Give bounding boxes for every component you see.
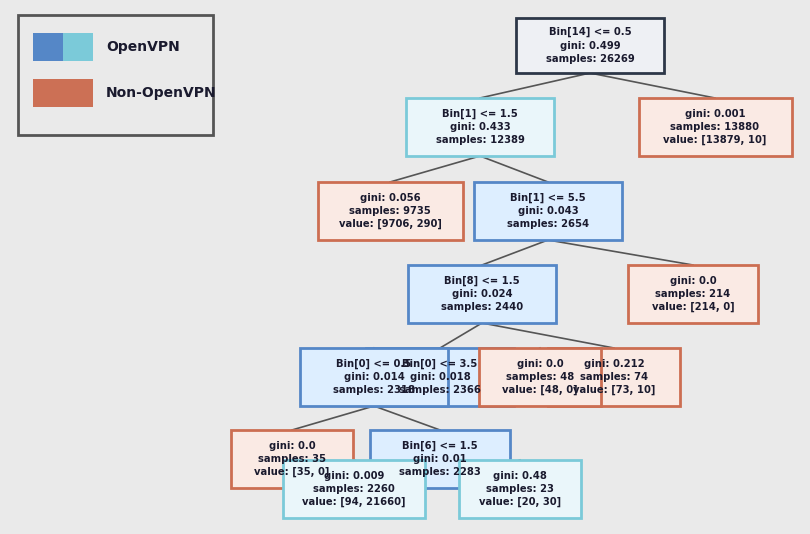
Text: gini: 0.0
samples: 214
value: [214, 0]: gini: 0.0 samples: 214 value: [214, 0] <box>652 276 735 312</box>
Text: Bin[6] <= 1.5
gini: 0.01
samples: 2283: Bin[6] <= 1.5 gini: 0.01 samples: 2283 <box>399 441 481 477</box>
FancyBboxPatch shape <box>479 348 601 406</box>
FancyBboxPatch shape <box>408 265 556 323</box>
FancyBboxPatch shape <box>300 348 448 406</box>
FancyBboxPatch shape <box>406 98 554 156</box>
FancyBboxPatch shape <box>318 182 463 240</box>
Text: gini: 0.212
samples: 74
value: [73, 10]: gini: 0.212 samples: 74 value: [73, 10] <box>573 359 655 395</box>
Text: gini: 0.009
samples: 2260
value: [94, 21660]: gini: 0.009 samples: 2260 value: [94, 21… <box>302 470 406 507</box>
FancyBboxPatch shape <box>516 18 664 73</box>
FancyBboxPatch shape <box>638 98 791 156</box>
Bar <box>33 79 93 107</box>
Text: Bin[8] <= 1.5
gini: 0.024
samples: 2440: Bin[8] <= 1.5 gini: 0.024 samples: 2440 <box>441 276 523 312</box>
Text: gini: 0.056
samples: 9735
value: [9706, 290]: gini: 0.056 samples: 9735 value: [9706, … <box>339 193 441 229</box>
FancyBboxPatch shape <box>628 265 758 323</box>
Text: OpenVPN: OpenVPN <box>106 40 180 54</box>
FancyBboxPatch shape <box>370 430 510 488</box>
Text: gini: 0.0
samples: 48
value: [48, 0]: gini: 0.0 samples: 48 value: [48, 0] <box>502 359 578 395</box>
Text: Bin[1] <= 5.5
gini: 0.043
samples: 2654: Bin[1] <= 5.5 gini: 0.043 samples: 2654 <box>507 193 589 229</box>
FancyBboxPatch shape <box>366 348 514 406</box>
Bar <box>33 33 63 61</box>
Text: gini: 0.0
samples: 35
value: [35, 0]: gini: 0.0 samples: 35 value: [35, 0] <box>254 441 330 477</box>
Text: Bin[0] <= 0.5
gini: 0.014
samples: 2318: Bin[0] <= 0.5 gini: 0.014 samples: 2318 <box>333 359 415 395</box>
Bar <box>63 33 93 61</box>
FancyBboxPatch shape <box>18 15 213 135</box>
FancyBboxPatch shape <box>231 430 353 488</box>
FancyBboxPatch shape <box>548 348 680 406</box>
Text: Bin[14] <= 0.5
gini: 0.499
samples: 26269: Bin[14] <= 0.5 gini: 0.499 samples: 2626… <box>546 27 634 64</box>
FancyBboxPatch shape <box>459 460 581 518</box>
FancyBboxPatch shape <box>474 182 622 240</box>
FancyBboxPatch shape <box>283 460 425 518</box>
Text: Bin[0] <= 3.5
gini: 0.018
samples: 2366: Bin[0] <= 3.5 gini: 0.018 samples: 2366 <box>399 359 481 395</box>
Text: gini: 0.48
samples: 23
value: [20, 30]: gini: 0.48 samples: 23 value: [20, 30] <box>479 470 561 507</box>
Text: Non-OpenVPN: Non-OpenVPN <box>106 86 216 100</box>
Text: gini: 0.001
samples: 13880
value: [13879, 10]: gini: 0.001 samples: 13880 value: [13879… <box>663 108 767 145</box>
Text: Bin[1] <= 1.5
gini: 0.433
samples: 12389: Bin[1] <= 1.5 gini: 0.433 samples: 12389 <box>436 108 524 145</box>
